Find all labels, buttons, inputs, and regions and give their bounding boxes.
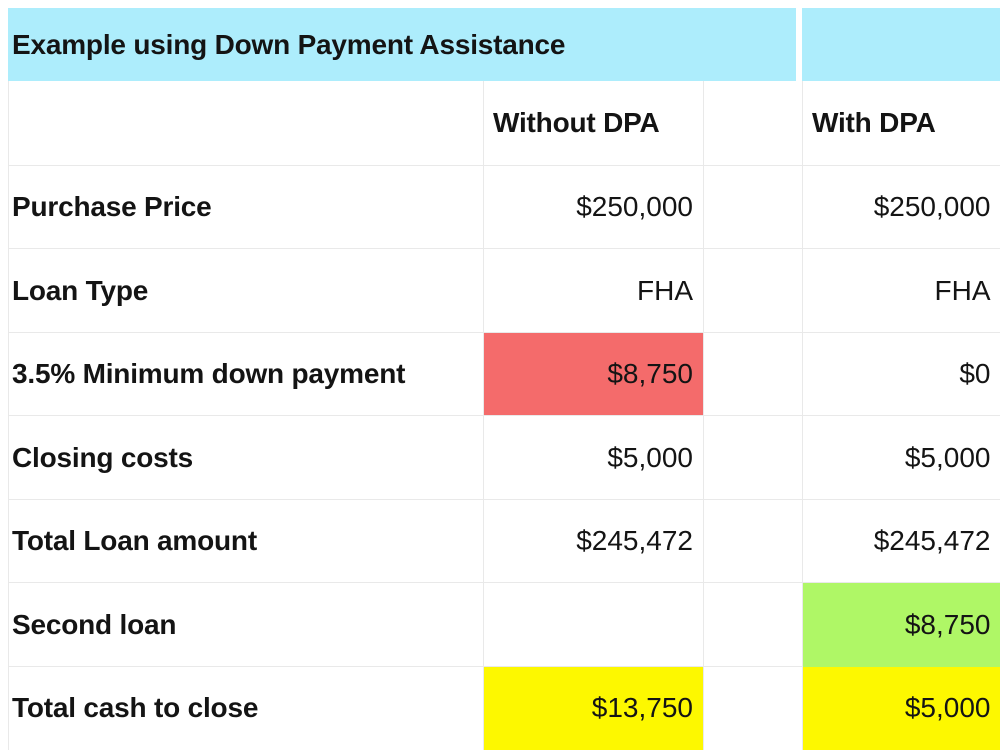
- title-banner: Example using Down Payment Assistance: [8, 8, 1000, 81]
- value-without: $250,000: [483, 164, 704, 250]
- spacer-cell: [703, 582, 803, 667]
- value-without-highlight-red: $8,750: [483, 331, 704, 417]
- row-label: Total cash to close: [8, 665, 484, 750]
- table-row-second-loan: Second loan $8,750: [8, 582, 1000, 667]
- spacer-cell: [703, 164, 803, 250]
- table-row-min-down-payment: 3.5% Minimum down payment $8,750 $0: [8, 331, 1000, 417]
- value-with: FHA: [802, 248, 1000, 333]
- value-with: $245,472: [802, 498, 1000, 584]
- table-row-purchase-price: Purchase Price $250,000 $250,000: [8, 164, 1000, 250]
- title-banner-right: [802, 8, 1000, 81]
- header-spacer: [703, 81, 803, 166]
- value-without: FHA: [483, 248, 704, 333]
- table-row-loan-type: Loan Type FHA FHA: [8, 248, 1000, 333]
- title-banner-main: Example using Down Payment Assistance: [8, 8, 796, 81]
- table-row-total-cash: Total cash to close $13,750 $5,000: [8, 665, 1000, 750]
- page-title: Example using Down Payment Assistance: [12, 28, 566, 60]
- spacer-cell: [703, 415, 803, 500]
- value-without-highlight-yellow: $13,750: [483, 665, 704, 750]
- value-without: $245,472: [483, 498, 704, 584]
- value-with: $250,000: [802, 164, 1000, 250]
- row-label: Second loan: [8, 582, 484, 667]
- spacer-cell: [703, 498, 803, 584]
- header-empty-label: [8, 81, 484, 166]
- value-without: $5,000: [483, 415, 704, 500]
- spacer-cell: [703, 665, 803, 750]
- row-label: Closing costs: [8, 415, 484, 500]
- table-row-total-loan: Total Loan amount $245,472 $245,472: [8, 498, 1000, 584]
- header-row: Without DPA With DPA: [8, 81, 1000, 166]
- value-with-highlight-yellow: $5,000: [802, 665, 1000, 750]
- table-row-closing-costs: Closing costs $5,000 $5,000: [8, 415, 1000, 500]
- row-label: Purchase Price: [8, 164, 484, 250]
- value-with: $5,000: [802, 415, 1000, 500]
- value-without: [483, 582, 704, 667]
- row-label: 3.5% Minimum down payment: [8, 331, 484, 417]
- dpa-comparison-grid: Without DPA With DPA Purchase Price $250…: [8, 81, 1000, 750]
- spacer-cell: [703, 331, 803, 417]
- comparison-table: Example using Down Payment Assistance Wi…: [8, 8, 1000, 750]
- banner-divider: [796, 8, 802, 81]
- value-with: $0: [802, 331, 1000, 417]
- row-label: Loan Type: [8, 248, 484, 333]
- spacer-cell: [703, 248, 803, 333]
- header-without-dpa: Without DPA: [483, 81, 704, 166]
- header-with-dpa: With DPA: [802, 81, 1000, 166]
- row-label: Total Loan amount: [8, 498, 484, 584]
- value-with-highlight-green: $8,750: [802, 582, 1000, 667]
